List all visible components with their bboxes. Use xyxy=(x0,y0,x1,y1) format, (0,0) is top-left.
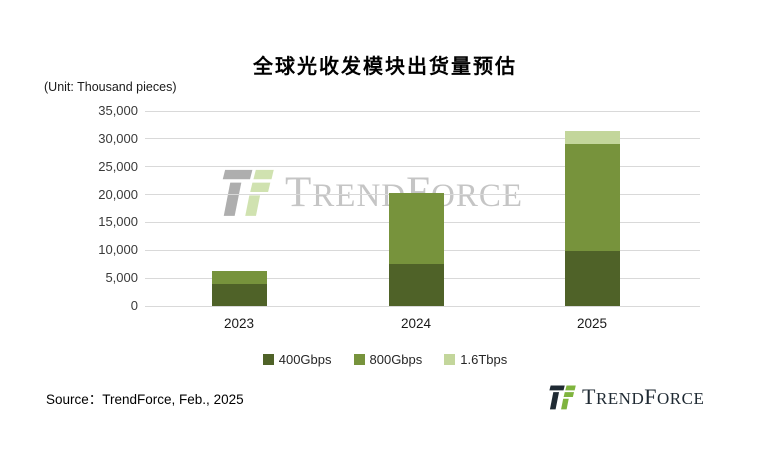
trendforce-logo: TRENDFORCE xyxy=(548,382,704,412)
trendforce-watermark-icon xyxy=(222,169,274,216)
source-text: Source：TrendForce, Feb., 2025 xyxy=(46,392,244,407)
legend-swatch-icon xyxy=(262,354,274,365)
y-axis-tick-label: 30,000 xyxy=(98,130,138,146)
bar-segment-400Gbps-2024 xyxy=(388,263,444,306)
gridline xyxy=(145,110,700,112)
legend-label: 1.6Tbps xyxy=(460,352,508,367)
bar-segment-1.6Tbps-2025 xyxy=(564,130,620,144)
y-axis-tick-label: 25,000 xyxy=(98,158,138,174)
y-axis-tick-label: 20,000 xyxy=(98,186,138,202)
x-axis-label-2024: 2024 xyxy=(400,316,432,331)
watermark-letters: ORCE xyxy=(431,177,524,214)
legend-swatch-icon xyxy=(353,354,365,365)
chart-title: 全球光收发模块出货量预估 xyxy=(253,56,517,78)
bar-segment-800Gbps-2023 xyxy=(211,270,267,284)
y-axis-tick-label: 5,000 xyxy=(105,270,138,286)
legend-swatch-icon xyxy=(444,354,456,365)
trendforce-logo-icon xyxy=(549,385,576,410)
logo-letters: REND xyxy=(595,389,645,408)
x-axis-label-2025: 2025 xyxy=(576,316,608,331)
legend-item-1.6Tbps: 1.6Tbps xyxy=(444,352,507,367)
legend-item-400Gbps: 400Gbps xyxy=(262,352,332,367)
y-axis-tick-label: 10,000 xyxy=(98,242,138,258)
bar-segment-400Gbps-2025 xyxy=(564,251,620,306)
unit-label: (Unit: Thousand pieces) xyxy=(44,80,177,94)
logo-letter: T xyxy=(582,384,596,409)
y-axis-tick-label: 35,000 xyxy=(98,103,138,118)
logo-letters: ORCE xyxy=(656,389,705,408)
logo-letter: F xyxy=(644,384,657,409)
legend: 400Gbps 800Gbps 1.6Tbps xyxy=(0,352,770,367)
gridline xyxy=(145,138,700,140)
legend-label: 400Gbps xyxy=(278,352,332,367)
bar-segment-800Gbps-2025 xyxy=(564,143,620,252)
bar-segment-400Gbps-2023 xyxy=(211,283,267,306)
gridline xyxy=(145,305,700,307)
y-axis-tick-label: 15,000 xyxy=(98,214,138,230)
legend-item-800Gbps: 800Gbps xyxy=(353,352,423,367)
legend-label: 800Gbps xyxy=(369,352,423,367)
x-axis-label-2023: 2023 xyxy=(223,316,255,331)
trendforce-watermark: TRENDFORCE xyxy=(220,163,523,221)
watermark-letter: T xyxy=(285,168,313,216)
y-axis-tick-label: 0 xyxy=(130,298,138,313)
bar-segment-800Gbps-2024 xyxy=(388,192,444,264)
gridline xyxy=(145,166,700,168)
trendforce-logo-text: TRENDFORCE xyxy=(582,386,704,408)
